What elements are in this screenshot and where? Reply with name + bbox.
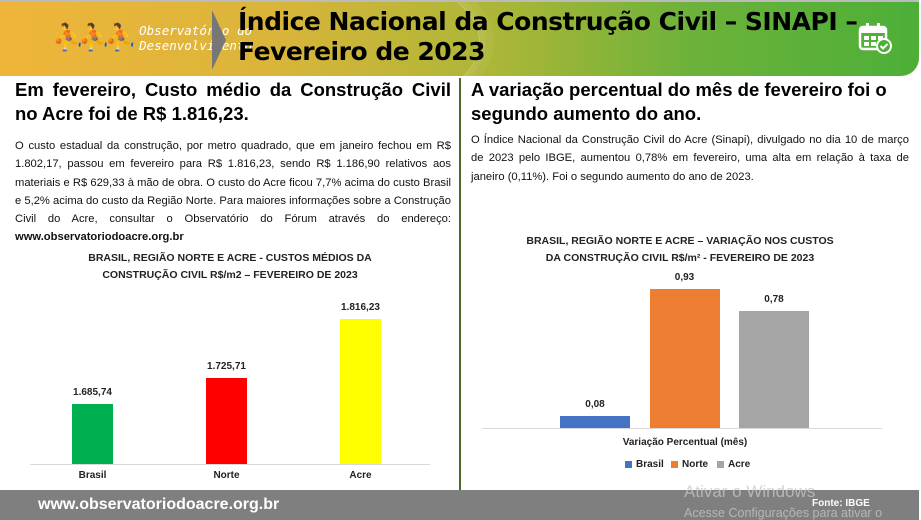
chart2-xlabel: Variação Percentual (mês) [622,437,748,448]
chart1-bar-norte [206,378,247,464]
chart2-title-line1: BRASIL, REGIÃO NORTE E ACRE – VARIAÇÃO N… [526,235,834,247]
chart1-category-label: Brasil [78,470,107,481]
activation-watermark-title: Ativar o Windows [684,482,816,501]
chart1-title: BRASIL, REGIÃO NORTE E ACRE - CUSTOS MÉD… [30,250,430,284]
chart1-title-line2: CONSTRUÇÃO CIVIL R$/m2 – FEVEREIRO DE 20… [102,269,358,281]
legend-label: Acre [728,459,751,470]
logo-line1: Observatório do [139,22,253,38]
left-paragraph: O custo estadual da construção, por metr… [15,137,451,247]
chart2-data-label: 0,93 [674,271,695,283]
logo-line2: Desenvolvimento [139,37,253,53]
chart1-data-label: 1.816,23 [341,301,380,313]
legend-swatch [625,461,632,468]
header-banner: ⛹⛹⛹ Observatório do Desenvolvimento Índic… [0,0,919,76]
chart1-category-label: Acre [349,470,372,481]
decorative-wave [0,2,480,76]
people-logo-icon: ⛹⛹⛹ [52,22,137,52]
legend-swatch [717,461,724,468]
chart1-axis [30,464,430,465]
chart2-bar-acre [739,311,809,428]
chart1-title-line1: BRASIL, REGIÃO NORTE E ACRE - CUSTOS MÉD… [88,252,372,264]
activation-watermark-text: Acesse Configurações para ativar o [684,506,883,520]
calendar-check-icon [858,23,892,54]
chart2-bar-brasil [560,416,630,428]
chart2-title: BRASIL, REGIÃO NORTE E ACRE – VARIAÇÃO N… [480,233,880,267]
column-divider [459,78,461,490]
chart1-category-label: Norte [213,470,240,481]
page-title: Índice Nacional da Construção Civil – SI… [238,7,858,67]
chart1-bar-acre [340,318,381,464]
chart1-data-label: 1.725,71 [207,361,246,373]
chart1-data-label: 1.685,74 [73,387,112,399]
right-paragraph: O Índice Nacional da Construção Civil do… [471,134,909,183]
source-label: Fonte: IBGE [812,498,870,509]
legend-label: Brasil [636,459,664,470]
chart2-axis [482,428,882,429]
legend-swatch [671,461,678,468]
chart1-bar-brasil [72,404,113,464]
chart2-data-label: 0,08 [585,399,605,410]
right-heading: A variação percentual do mês de fevereir… [471,79,887,124]
chart2-title-line2: DA CONSTRUÇÃO CIVIL R$/m² - FEVEREIRO DE… [545,252,815,264]
left-heading: Em fevereiro, Custo médio da Construção … [15,79,451,124]
legend-label: Norte [682,459,709,470]
chart2-legend-item: Norte [671,459,708,470]
chart2-bar-norte [649,288,720,428]
arrow-icon [212,10,226,70]
chart2-legend-item: Acre [717,459,750,470]
left-paragraph-text: O custo estadual da construção, por metr… [15,140,451,226]
footer-website[interactable]: www.observatoriodoacre.org.br [38,496,280,513]
title-line2: Fevereiro de 2023 [238,37,485,66]
footer-bar: www.observatoriodoacre.org.br Fonte: IBG… [0,490,919,520]
chart2-legend-item: Brasil [625,459,664,470]
chart2-data-label: 0,78 [764,294,784,305]
website-link[interactable]: www.observatoriodoacre.org.br [15,231,184,244]
title-line1: Índice Nacional da Construção Civil – SI… [238,7,858,36]
